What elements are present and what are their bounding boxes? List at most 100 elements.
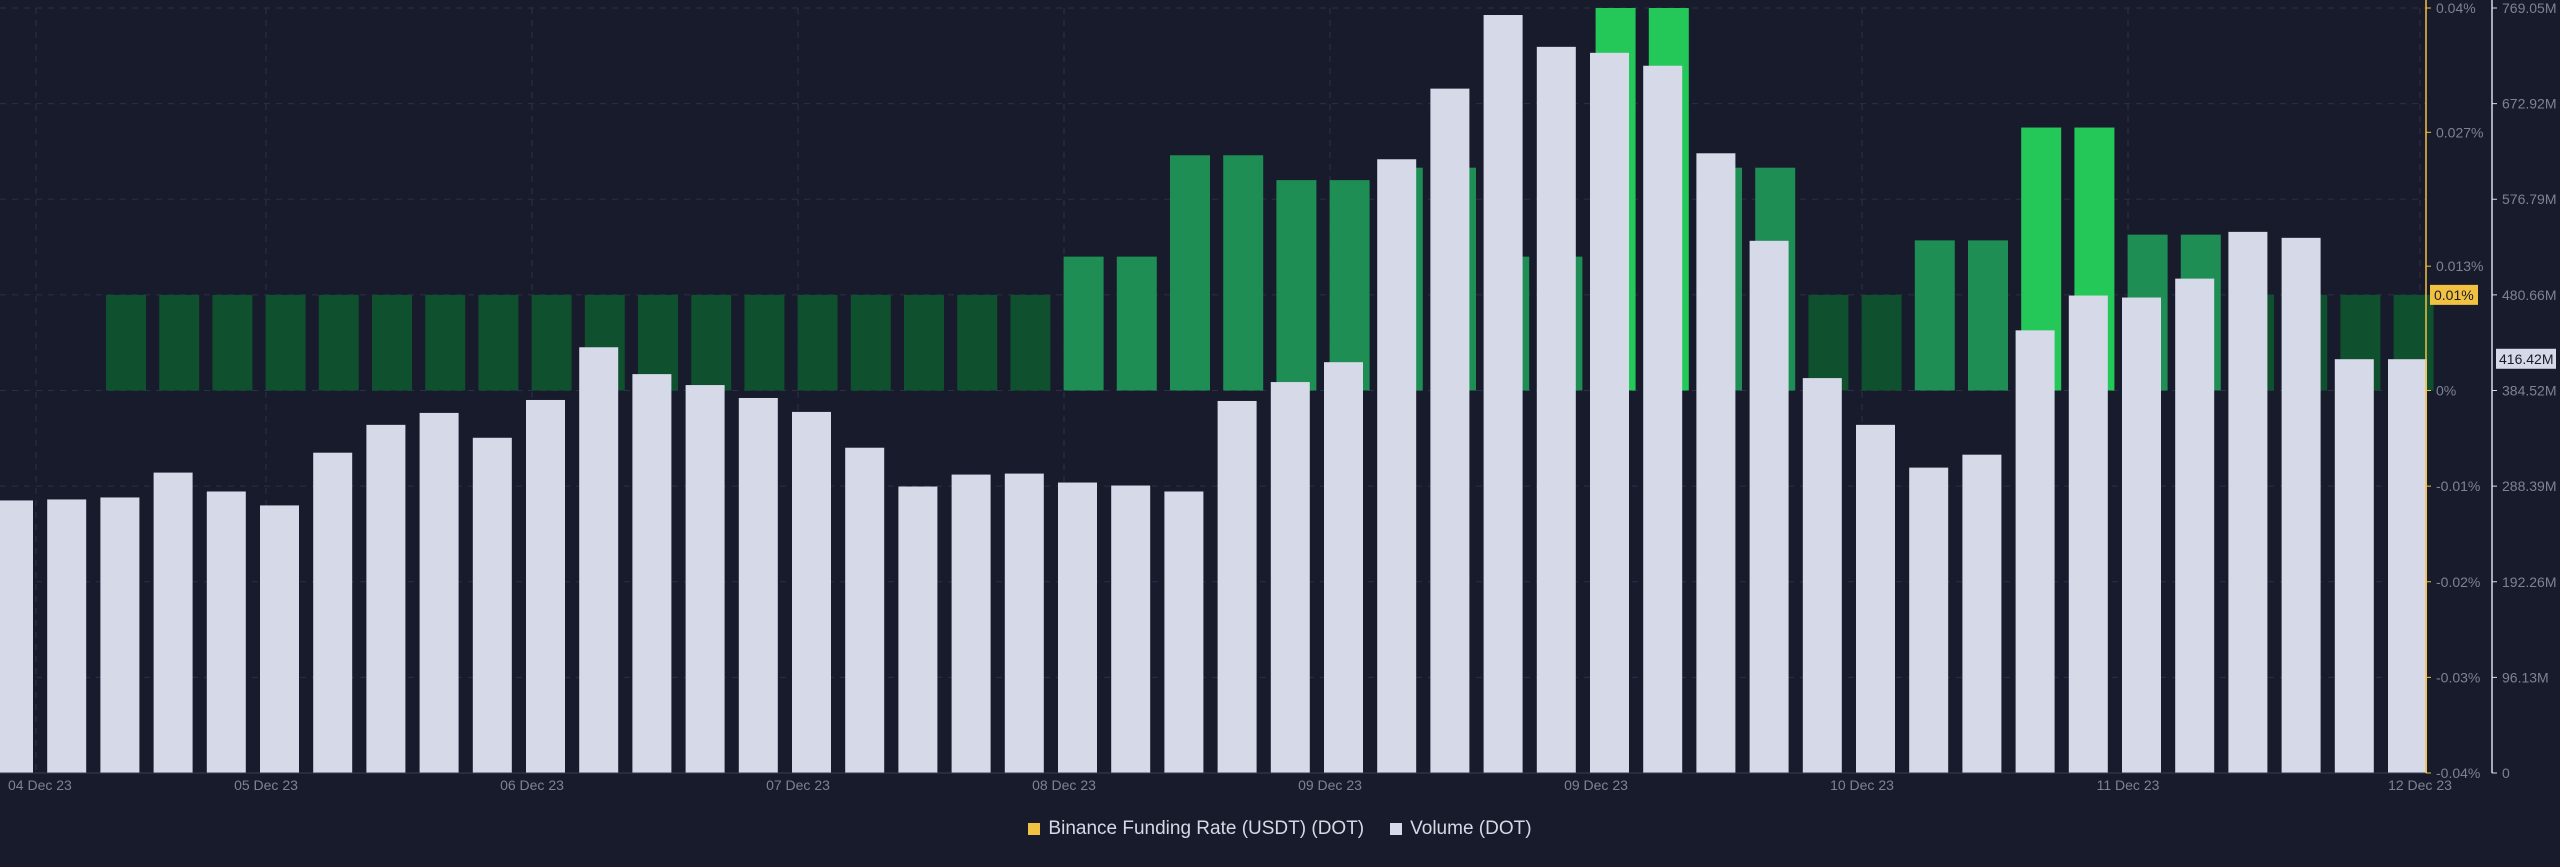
volume-tick-label: 384.52M (2502, 383, 2556, 399)
funding-rate-bar (1914, 240, 1955, 391)
funding-rate-bar (1808, 294, 1849, 391)
x-tick-label: 09 Dec 23 (1564, 777, 1628, 793)
volume-bar (206, 491, 246, 773)
legend-swatch-funding-rate (1028, 823, 1041, 835)
volume-bar (1856, 424, 1895, 773)
volume-current-badge (2496, 348, 2556, 369)
volume-bar (100, 497, 140, 773)
legend-swatch-volume (1390, 823, 1403, 835)
volume-tick-label: 192.26M (2502, 574, 2556, 590)
volume-bar (47, 499, 87, 773)
funding-rate-bar (1010, 294, 1051, 391)
funding-rate-current-value: 0.01% (2434, 287, 2474, 303)
funding-rate-bar (1063, 256, 1104, 391)
funding-rate-tick-label: -0.01% (2436, 478, 2480, 494)
volume-bar (1483, 15, 1523, 773)
legend: Binance Funding Rate (USDT) (DOT) Volume… (0, 818, 2560, 840)
funding-rate-tick-label: 0% (2436, 383, 2456, 399)
x-tick-label: 08 Dec 23 (1032, 777, 1096, 793)
volume-bar (1590, 52, 1629, 774)
funding-rate-bar (212, 294, 253, 391)
funding-rate-bar (1276, 180, 1317, 391)
volume-tick-label: 576.79M (2502, 191, 2556, 207)
volume-bar (1643, 65, 1683, 774)
funding-rate-bar (1170, 155, 1210, 391)
volume-bar (2228, 231, 2268, 773)
funding-rate-bar (265, 294, 306, 391)
volume-bar (1377, 159, 1417, 773)
funding-rate-bar (797, 294, 838, 391)
x-tick-label: 09 Dec 23 (1298, 777, 1362, 793)
legend-label-funding-rate: Binance Funding Rate (USDT) (DOT) (1048, 818, 1365, 839)
x-tick-label: 11 Dec 23 (2097, 777, 2160, 793)
volume-bar (419, 412, 459, 773)
volume-bar (2281, 237, 2321, 773)
funding-rate-bar (1968, 240, 2008, 391)
volume-bar (792, 411, 831, 773)
x-tick-label: 10 Dec 23 (1830, 777, 1894, 793)
volume-bar (685, 385, 725, 773)
volume-bar (845, 447, 885, 773)
volume-tick-label: 769.05M (2502, 0, 2556, 16)
funding-rate-tick-label: 0.04% (2436, 0, 2476, 16)
volume-bar (260, 505, 299, 773)
volume-bar (1802, 378, 1842, 773)
volume-bar (632, 374, 672, 773)
funding-rate-bar (957, 294, 998, 391)
volume-bar (472, 437, 512, 773)
volume-bar (1164, 491, 1204, 773)
volume-bar (2175, 278, 2215, 773)
funding-rate-bar (1861, 294, 1902, 391)
funding-rate-bar (425, 294, 466, 391)
volume-bar (2334, 359, 2374, 773)
volume-bar (366, 424, 406, 773)
volume-bar (1962, 454, 2002, 773)
volume-bar (1004, 473, 1044, 773)
funding-rate-tick-label: 0.013% (2436, 258, 2483, 274)
volume-bar (1111, 485, 1151, 773)
funding-rate-tick-label: -0.04% (2436, 765, 2480, 781)
funding-rate-bar (372, 294, 412, 391)
legend-item-volume[interactable]: Volume (DOT) (1390, 818, 1532, 840)
funding-rate-bar (106, 294, 146, 391)
volume-bar (2388, 359, 2427, 773)
funding-rate-tick-label: -0.02% (2436, 574, 2480, 590)
volume-bar (1270, 382, 1310, 773)
volume-bar (2015, 330, 2055, 773)
volume-current-value: 416.42M (2499, 351, 2553, 367)
x-tick-label: 04 Dec 23 (8, 777, 72, 793)
volume-bar (1536, 46, 1576, 773)
funding-rate-bar (1223, 155, 1264, 391)
volume-bar (153, 472, 193, 773)
x-tick-label: 05 Dec 23 (234, 777, 298, 793)
volume-bar (1324, 362, 1363, 773)
volume-bar (1217, 400, 1257, 773)
volume-bar (526, 399, 565, 773)
x-tick-label: 07 Dec 23 (766, 777, 830, 793)
volume-bar (1058, 482, 1097, 773)
funding-rate-bar (1116, 256, 1157, 391)
funding-rate-bar (531, 294, 572, 391)
volume-bar (2122, 297, 2161, 773)
funding-rate-tick-label: -0.03% (2436, 669, 2480, 685)
funding-rate-bar (904, 294, 944, 391)
volume-bar (898, 486, 938, 773)
volume-tick-label: 288.39M (2502, 478, 2556, 494)
funding-rate-bar (691, 294, 732, 391)
volume-tick-label: 480.66M (2502, 287, 2556, 303)
funding-rate-bar (159, 294, 200, 391)
volume-bar (1696, 153, 1736, 773)
volume-tick-label: 672.92M (2502, 96, 2556, 112)
volume-bar (2068, 295, 2108, 773)
funding-rate-bar (1329, 180, 1370, 391)
volume-bar (951, 474, 991, 773)
legend-item-funding-rate[interactable]: Binance Funding Rate (USDT) (DOT) (1028, 818, 1364, 840)
legend-label-volume: Volume (DOT) (1410, 818, 1532, 839)
volume-bar (0, 500, 33, 773)
funding-rate-bar (744, 294, 785, 391)
funding-rate-tick-label: 0.027% (2436, 124, 2483, 140)
funding-rate-bar (850, 294, 891, 391)
x-tick-label: 06 Dec 23 (500, 777, 564, 793)
volume-bar (738, 397, 778, 773)
volume-bar (1749, 240, 1789, 773)
